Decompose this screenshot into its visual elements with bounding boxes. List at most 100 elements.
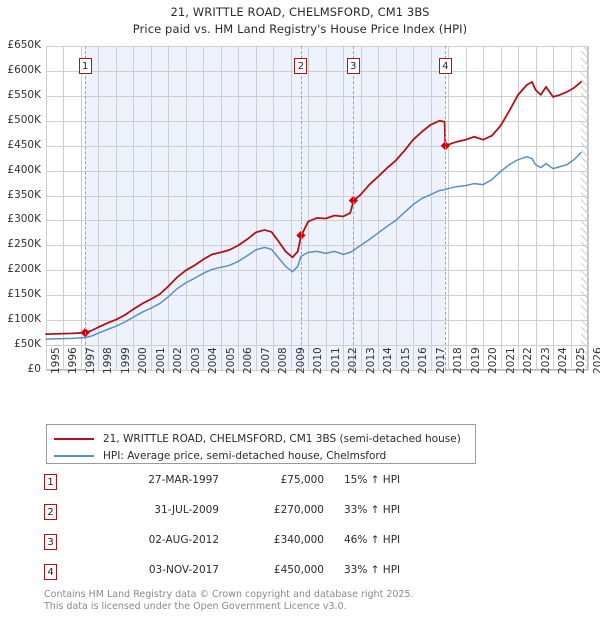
x-axis-tick-label: 2005 <box>224 347 237 374</box>
y-axis-tick-label: £100K <box>7 313 41 326</box>
gridline-vertical <box>203 46 205 370</box>
x-axis-tick-label: 2010 <box>312 347 325 374</box>
gridline-vertical <box>325 46 327 370</box>
table-row[interactable]: 2 31-JUL-2009 £270,000 33% ↑ HPI <box>44 502 464 532</box>
legend-color-swatch <box>54 438 94 440</box>
y-axis-tick-label: £350K <box>7 188 41 201</box>
x-axis-tick-label: 2000 <box>137 347 150 374</box>
x-axis-tick-label: 2016 <box>417 347 430 374</box>
event-dashed-line <box>353 46 355 370</box>
y-axis-tick-label: £500K <box>7 113 41 126</box>
gridline-horizontal <box>46 145 588 147</box>
page-title: 21, WRITTLE ROAD, CHELMSFORD, CM1 3BS Pr… <box>0 4 600 38</box>
legend-label: HPI: Average price, semi-detached house,… <box>103 450 387 462</box>
price-history-chart: 1 2 3 4 <box>45 46 589 371</box>
y-axis-tick-label: £550K <box>7 88 41 101</box>
x-axis-tick-label: 2020 <box>487 347 500 374</box>
gridline-horizontal <box>46 320 588 322</box>
gridline-horizontal <box>46 120 588 122</box>
gridline-horizontal <box>46 46 588 47</box>
hpi-delta: 33% ↑ HPI <box>344 504 401 516</box>
gridline-vertical <box>308 46 310 370</box>
y-axis-tick-label: £250K <box>7 238 41 251</box>
gridline-vertical <box>588 46 589 370</box>
title-line-1: 21, WRITTLE ROAD, CHELMSFORD, CM1 3BS <box>170 5 430 19</box>
table-row[interactable]: 1 27-MAR-1997 £75,000 15% ↑ HPI <box>44 472 464 502</box>
gridline-vertical <box>98 46 100 370</box>
y-axis-tick-label: £450K <box>7 138 41 151</box>
sale-price: £75,000 <box>280 474 324 486</box>
x-axis-tick-label: 2023 <box>539 347 552 374</box>
x-axis-tick-label: 2008 <box>277 347 290 374</box>
gridline-horizontal <box>46 170 588 172</box>
x-axis-tick-label: 2024 <box>557 347 570 374</box>
transactions-table: 1 27-MAR-1997 £75,000 15% ↑ HPI 2 31-JUL-2009… <box>44 472 464 592</box>
legend-color-swatch <box>54 455 94 457</box>
gridline-horizontal <box>46 370 588 371</box>
row-index-badge: 1 <box>44 474 57 490</box>
event-dashed-line <box>85 46 87 370</box>
gridline-vertical <box>273 46 275 370</box>
gridline-vertical <box>63 46 65 370</box>
gridline-vertical <box>430 46 432 370</box>
x-axis-tick-label: 2025 <box>574 347 587 374</box>
hatch-band <box>581 46 588 370</box>
table-row[interactable]: 4 03-NOV-2017 £450,000 33% ↑ HPI <box>44 562 464 592</box>
table-row[interactable]: 3 02-AUG-2012 £340,000 46% ↑ HPI <box>44 532 464 562</box>
y-axis-tick-label: £600K <box>7 63 41 76</box>
sale-date: 03-NOV-2017 <box>148 564 219 576</box>
sale-date: 31-JUL-2009 <box>154 504 219 516</box>
legend-entry: 21, WRITTLE ROAD, CHELMSFORD, CM1 3BS (s… <box>54 430 461 448</box>
gridline-vertical <box>168 46 170 370</box>
hpi-delta: 33% ↑ HPI <box>344 564 401 576</box>
x-axis-tick-label: 2019 <box>469 347 482 374</box>
gridline-vertical <box>46 46 47 370</box>
y-axis-tick-label: £50K <box>14 338 41 351</box>
x-axis-tick-label: 2022 <box>522 347 535 374</box>
x-axis-tick-label: 2001 <box>154 347 167 374</box>
gridline-horizontal <box>46 295 588 297</box>
gridline-vertical <box>133 46 135 370</box>
gridline-vertical <box>570 46 572 370</box>
gridline-horizontal <box>46 345 588 347</box>
sale-price: £340,000 <box>273 534 324 546</box>
gridline-vertical <box>535 46 537 370</box>
gridline-horizontal <box>46 95 588 97</box>
series-lines <box>45 80 582 340</box>
price-paid-line <box>45 80 582 336</box>
gridline-vertical <box>185 46 187 370</box>
legend-entry: HPI: Average price, semi-detached house,… <box>54 447 386 465</box>
gridline-vertical <box>220 46 222 370</box>
gridline-vertical <box>465 46 467 370</box>
y-axis-tick-label: £0 <box>27 363 41 375</box>
gridline-horizontal <box>46 70 588 72</box>
event-marker-badge[interactable]: 2 <box>294 58 308 74</box>
sale-price: £270,000 <box>273 504 324 516</box>
hpi-delta: 15% ↑ HPI <box>344 474 401 486</box>
x-axis-tick-label: 2014 <box>382 347 395 374</box>
x-axis-tick-label: 2006 <box>242 347 255 374</box>
gridline-horizontal <box>46 245 588 247</box>
gridline-vertical <box>395 46 397 370</box>
chart-legend: 21, WRITTLE ROAD, CHELMSFORD, CM1 3BS (s… <box>46 424 476 464</box>
x-axis-tick-label: 2004 <box>207 347 220 374</box>
row-index-badge: 2 <box>44 504 57 520</box>
event-marker-badge[interactable]: 4 <box>438 58 452 74</box>
row-index-badge: 3 <box>44 534 57 550</box>
row-index-badge: 4 <box>44 564 57 580</box>
event-marker-badge[interactable]: 1 <box>78 58 92 74</box>
event-dashed-line <box>300 46 302 370</box>
gridline-horizontal <box>46 270 588 272</box>
x-axis-tick-label: 1995 <box>50 347 62 374</box>
footer-line-1: Contains HM Land Registry data © Crown c… <box>44 589 414 600</box>
hpi-average-line <box>45 151 582 340</box>
gridline-vertical <box>518 46 520 370</box>
gridline-vertical <box>553 46 555 370</box>
y-axis-tick-label: £150K <box>7 288 41 301</box>
x-axis-tick-label: 2015 <box>399 347 412 374</box>
event-marker-badge[interactable]: 3 <box>346 58 360 74</box>
gridline-vertical <box>238 46 240 370</box>
y-axis-tick-label: £400K <box>7 163 41 176</box>
gridline-vertical <box>500 46 502 370</box>
